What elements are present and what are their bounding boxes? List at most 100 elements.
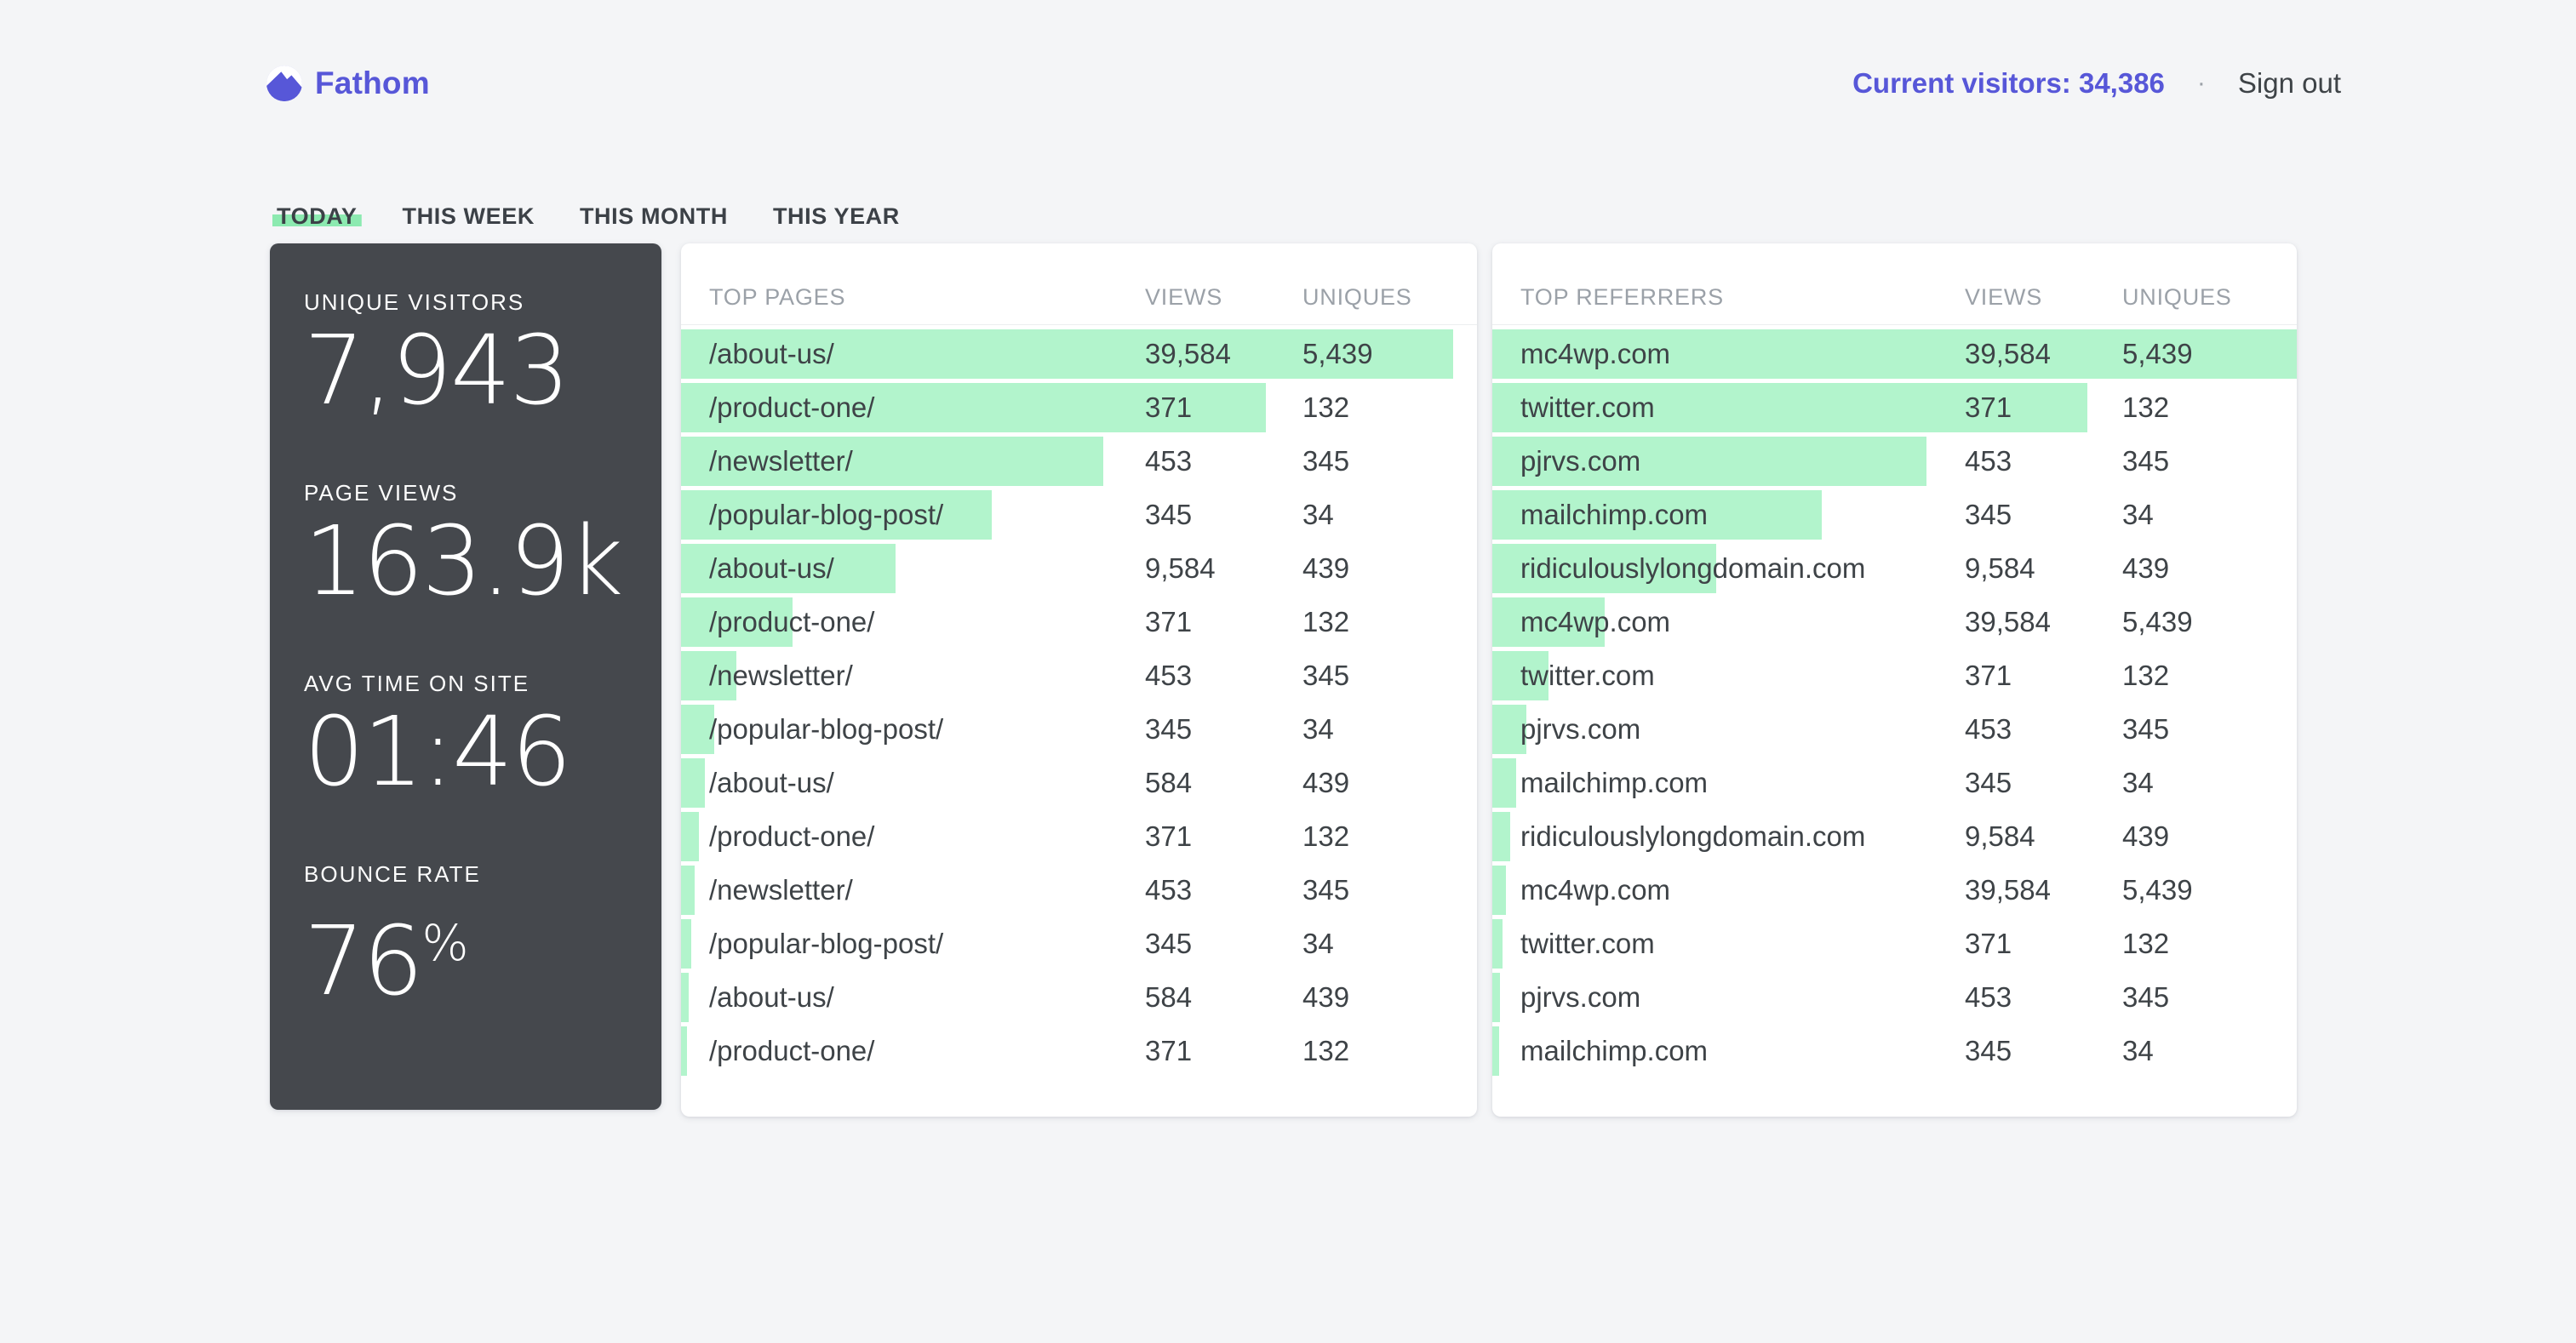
cell-views: 9,584	[1965, 552, 2035, 584]
dot-separator: ·	[2196, 69, 2206, 97]
row-cells: /about-us/39,584 5,439	[681, 329, 1477, 379]
sign-out-link[interactable]: Sign out	[2237, 67, 2341, 99]
cell-views: 345	[1145, 499, 1193, 530]
date-range-tabs: TODAY THIS WEEK THIS MONTH THIS YEAR	[272, 202, 2576, 231]
table-row: /about-us/584 439	[681, 973, 1477, 1022]
cell-name: /product-one/	[709, 391, 875, 423]
table-row: mailchimp.com 345 34	[1492, 758, 2297, 808]
cell-name: mc4wp.com	[1520, 338, 1671, 369]
cell-name: mailchimp.com	[1520, 767, 1709, 798]
table-row: /popular-blog-post/345 34	[681, 919, 1477, 969]
tab-today[interactable]: TODAY	[272, 202, 362, 231]
row-bar	[681, 383, 1267, 432]
row-bar	[681, 437, 1103, 486]
table-row: pjrvs.com 453 345	[1492, 973, 2297, 1022]
cell-views: 371	[1145, 820, 1193, 852]
cell-uniques: 345	[2122, 981, 2170, 1013]
row-cells: /product-one/371 132	[681, 812, 1477, 861]
row-bar	[681, 919, 692, 969]
stat-label: PAGE VIEWS	[304, 480, 459, 506]
cell-uniques: 34	[1302, 713, 1334, 745]
cell-name: mc4wp.com	[1520, 606, 1671, 637]
cell-views: 371	[1145, 1035, 1193, 1066]
cell-name: pjrvs.com	[1520, 981, 1641, 1013]
cell-views: 371	[1965, 391, 2012, 423]
cell-name: mailchimp.com	[1520, 499, 1709, 530]
cell-name: /newsletter/	[709, 660, 853, 691]
table-title: TOP PAGES	[709, 284, 846, 310]
table-row: mc4wp.com 39,584 5,439	[1492, 329, 2297, 379]
cell-views: 345	[1145, 928, 1193, 959]
stat-value: 76%	[304, 889, 627, 1016]
cell-uniques: 5,439	[2122, 874, 2193, 906]
cell-uniques: 5,439	[2122, 606, 2193, 637]
row-cells: twitter.com 371 132	[1492, 383, 2297, 432]
dashboard-cards: UNIQUE VISITORS 7,943 PAGE VIEWS 163.9k AVG …	[270, 243, 2576, 1117]
col-header-uniques: UNIQUES	[1302, 284, 1412, 310]
brand-name: Fathom	[315, 66, 430, 100]
cell-views: 584	[1145, 981, 1193, 1013]
table-row: /newsletter/453 345	[681, 651, 1477, 700]
col-header-views: VIEWS	[1145, 284, 1223, 310]
table-row: /popular-blog-post/345 34	[681, 705, 1477, 754]
table-title: TOP REFERRERS	[1520, 284, 1724, 310]
top-pages-card: TOP PAGES VIEWS UNIQUES/about-us/39,584 5,4…	[681, 243, 1477, 1117]
row-cells: mc4wp.com 39,584 5,439	[1492, 329, 2297, 379]
row-cells: /product-one/371 132	[681, 597, 1477, 647]
cell-name: pjrvs.com	[1520, 713, 1641, 745]
stat-value-number: 76	[304, 906, 424, 1017]
header-right: Current visitors: 34,386 · Sign out	[1852, 67, 2341, 100]
row-cells: ridiculouslylongdomain.com 9,584 439	[1492, 544, 2297, 593]
stat-value: 7,943	[304, 317, 627, 426]
cell-name: ridiculouslylongdomain.com	[1520, 820, 1866, 852]
row-bar	[1492, 597, 1606, 647]
table-row: mailchimp.com 345 34	[1492, 1026, 2297, 1076]
row-bar	[681, 490, 992, 540]
row-cells: twitter.com 371 132	[1492, 651, 2297, 700]
cell-views: 453	[1145, 874, 1193, 906]
cell-views: 9,584	[1145, 552, 1216, 584]
cell-views: 453	[1145, 445, 1193, 477]
cell-uniques: 132	[1302, 606, 1350, 637]
cell-name: /popular-blog-post/	[709, 499, 944, 530]
cell-uniques: 345	[1302, 445, 1350, 477]
row-bar	[1492, 329, 2297, 379]
stat-block: PAGE VIEWS 163.9k	[304, 478, 627, 616]
cell-uniques: 439	[1302, 552, 1350, 584]
brand[interactable]: Fathom	[266, 66, 430, 101]
row-cells: mailchimp.com 345 34	[1492, 758, 2297, 808]
table-row: /newsletter/453 345	[681, 866, 1477, 915]
cell-name: mailchimp.com	[1520, 1035, 1709, 1066]
current-visitors: Current visitors: 34,386	[1852, 67, 2165, 99]
cell-uniques: 439	[1302, 767, 1350, 798]
row-cells: mc4wp.com 39,584 5,439	[1492, 597, 2297, 647]
cell-name: /about-us/	[709, 767, 834, 798]
table-row: /popular-blog-post/345 34	[681, 490, 1477, 540]
cell-views: 345	[1965, 1035, 2012, 1066]
col-header-uniques: UNIQUES	[2122, 284, 2232, 310]
cell-name: /popular-blog-post/	[709, 928, 944, 959]
table-row: mc4wp.com 39,584 5,439	[1492, 597, 2297, 647]
cell-uniques: 345	[2122, 713, 2170, 745]
cell-views: 39,584	[1965, 606, 2051, 637]
cell-uniques: 439	[2122, 552, 2170, 584]
row-cells: /about-us/584 439	[681, 758, 1477, 808]
stat-block: BOUNCE RATE 76%	[304, 860, 627, 1016]
row-cells: /popular-blog-post/345 34	[681, 919, 1477, 969]
table-header: TOP REFERRERS VIEWS UNIQUES	[1492, 243, 2297, 325]
cell-views: 453	[1965, 445, 2012, 477]
stat-label: BOUNCE RATE	[304, 861, 481, 887]
cell-views: 584	[1145, 767, 1193, 798]
row-bar	[1492, 812, 1510, 861]
row-cells: /popular-blog-post/345 34	[681, 490, 1477, 540]
tab-this-month[interactable]: THIS MONTH	[579, 203, 728, 229]
row-bar	[681, 651, 737, 700]
tab-this-year[interactable]: THIS YEAR	[772, 203, 900, 229]
cell-uniques: 34	[1302, 499, 1334, 530]
table-row: /about-us/9,584 439	[681, 544, 1477, 593]
cell-views: 453	[1965, 713, 2012, 745]
tab-this-week[interactable]: THIS WEEK	[402, 203, 535, 229]
cell-name: /product-one/	[709, 606, 875, 637]
table-row: mc4wp.com 39,584 5,439	[1492, 866, 2297, 915]
cell-name: twitter.com	[1520, 660, 1655, 691]
